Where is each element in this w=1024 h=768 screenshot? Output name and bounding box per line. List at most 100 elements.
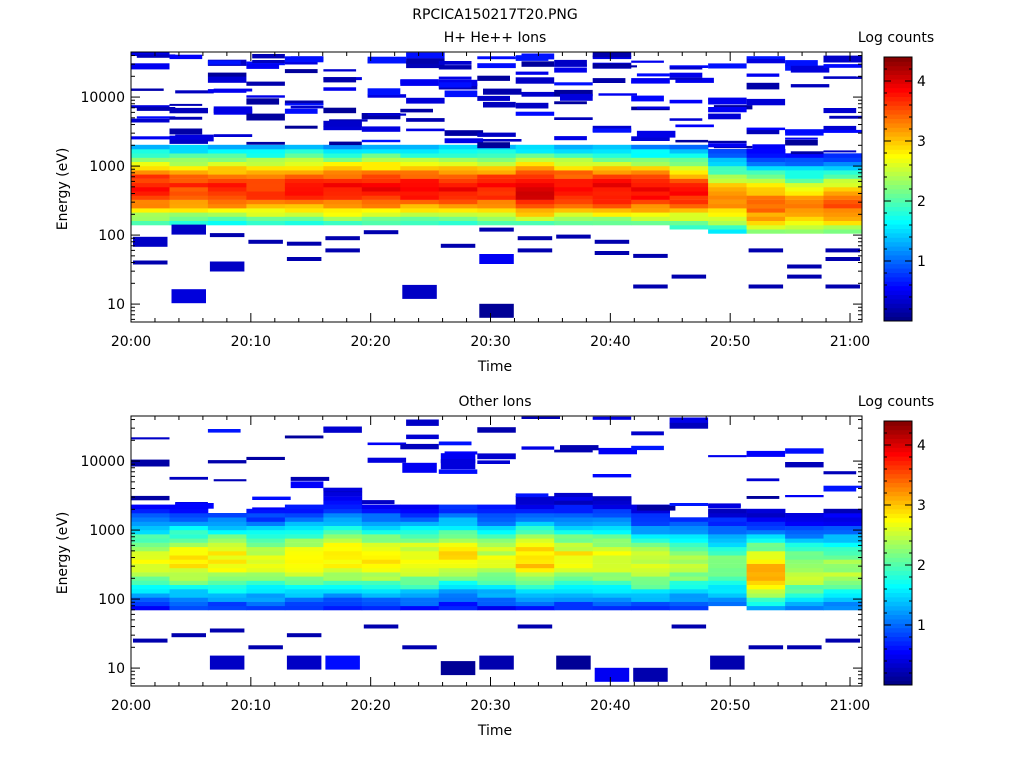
heatmap-cell bbox=[131, 199, 170, 205]
colorbar-segment bbox=[884, 531, 912, 536]
heatmap-cell bbox=[361, 555, 401, 560]
colorbar-segment bbox=[884, 153, 912, 159]
heatmap-cell bbox=[131, 212, 170, 217]
heatmap-cell bbox=[669, 567, 709, 573]
heatmap-cell bbox=[592, 216, 632, 221]
heatmap-cell bbox=[284, 199, 324, 205]
heatmap-cell bbox=[515, 165, 555, 171]
heatmap-cell bbox=[284, 534, 324, 539]
heatmap-cell bbox=[708, 187, 747, 192]
heatmap-cell bbox=[284, 149, 324, 154]
heatmap-cell bbox=[361, 597, 401, 602]
colorbar-segment bbox=[884, 184, 912, 190]
heatmap-cell bbox=[708, 225, 747, 230]
heatmap-cell bbox=[515, 493, 549, 498]
heatmap-cell bbox=[438, 513, 478, 518]
colorbar-segment bbox=[884, 557, 912, 563]
heatmap-cell bbox=[438, 170, 478, 175]
heatmap-cell bbox=[361, 601, 401, 607]
heatmap-cell bbox=[323, 529, 363, 535]
heatmap-cell bbox=[207, 216, 247, 221]
heatmap-cell bbox=[708, 517, 747, 522]
heatmap-cell bbox=[785, 525, 824, 531]
heatmap-cell bbox=[477, 142, 510, 149]
heatmap-cell bbox=[515, 216, 555, 221]
heatmap-cell bbox=[823, 551, 863, 556]
heatmap-cell bbox=[246, 165, 286, 171]
heatmap-cell bbox=[361, 572, 401, 577]
heatmap-cell bbox=[631, 170, 670, 175]
heatmap-cell bbox=[207, 513, 247, 518]
heatmap-cell bbox=[669, 178, 709, 184]
heatmap-cell bbox=[406, 58, 445, 64]
heatmap-cell bbox=[400, 563, 440, 569]
heatmap-cell bbox=[361, 559, 401, 564]
heatmap-cell bbox=[823, 216, 863, 221]
heatmap-cell bbox=[246, 144, 286, 150]
heatmap-cell bbox=[367, 442, 407, 446]
heatmap-cell bbox=[708, 143, 747, 148]
y-tick-label: 10000 bbox=[80, 90, 125, 106]
heatmap-cell bbox=[554, 165, 593, 171]
heatmap-cell bbox=[631, 80, 670, 84]
heatmap-cell bbox=[246, 208, 286, 213]
heatmap-cell bbox=[554, 170, 593, 175]
heatmap-cell bbox=[554, 203, 593, 209]
heatmap-cell bbox=[323, 546, 363, 552]
heatmap-cell bbox=[708, 113, 741, 120]
heatmap-cell bbox=[246, 605, 286, 611]
heatmap-cell bbox=[631, 208, 670, 213]
heatmap-cell bbox=[284, 601, 324, 607]
colorbar-segment bbox=[884, 588, 912, 593]
heatmap-cell bbox=[400, 191, 440, 196]
colorbar-tick-label: 3 bbox=[917, 134, 926, 150]
heatmap-cell bbox=[207, 191, 247, 196]
heatmap-cell bbox=[169, 208, 209, 213]
heatmap-cell bbox=[402, 645, 437, 650]
heatmap-cell bbox=[207, 149, 247, 154]
heatmap-cell bbox=[246, 199, 286, 205]
heatmap-cell bbox=[361, 563, 401, 569]
colorbar-segment bbox=[884, 277, 912, 282]
heatmap-cell bbox=[823, 64, 862, 68]
x-tick-label: 20:10 bbox=[231, 698, 271, 714]
heatmap-cell bbox=[669, 212, 709, 217]
heatmap-cell bbox=[675, 139, 709, 143]
heatmap-cell bbox=[361, 538, 401, 543]
heatmap-cell bbox=[207, 521, 247, 526]
heatmap-cell bbox=[823, 170, 863, 175]
heatmap-cell bbox=[367, 94, 407, 98]
heatmap-cell bbox=[438, 182, 478, 188]
y-tick-label: 10 bbox=[107, 661, 125, 677]
x-tick-label: 20:00 bbox=[111, 698, 151, 714]
heatmap-cell bbox=[246, 195, 286, 200]
heatmap-cell bbox=[554, 551, 593, 556]
heatmap-cell bbox=[479, 254, 514, 264]
heatmap-cell bbox=[367, 88, 401, 96]
heatmap-cell bbox=[554, 563, 593, 569]
heatmap-cell bbox=[477, 529, 517, 535]
heatmap-cell bbox=[631, 182, 670, 188]
heatmap-cell bbox=[284, 187, 324, 192]
heatmap-cell bbox=[631, 216, 670, 221]
colorbar-segment bbox=[884, 522, 912, 527]
heatmap-cell bbox=[133, 638, 168, 643]
heatmap-cell bbox=[785, 229, 824, 234]
heatmap-cell bbox=[669, 422, 709, 429]
colorbar-segment bbox=[884, 158, 912, 163]
colorbar-segment bbox=[884, 645, 912, 651]
heatmap-cell bbox=[746, 165, 786, 171]
heatmap-cell bbox=[823, 182, 863, 188]
heatmap-cell bbox=[785, 593, 824, 598]
heatmap-cell bbox=[554, 174, 593, 179]
heatmap-cell bbox=[246, 580, 286, 585]
heatmap-cell bbox=[479, 227, 514, 232]
heatmap-cell bbox=[592, 580, 632, 585]
heatmap-cell bbox=[246, 182, 286, 188]
heatmap-cell bbox=[207, 555, 247, 560]
heatmap-cell bbox=[131, 605, 170, 611]
heatmap-cell bbox=[438, 157, 478, 162]
heatmap-cell bbox=[477, 208, 517, 213]
colorbar-segment bbox=[884, 123, 912, 128]
heatmap-cell bbox=[823, 178, 863, 184]
